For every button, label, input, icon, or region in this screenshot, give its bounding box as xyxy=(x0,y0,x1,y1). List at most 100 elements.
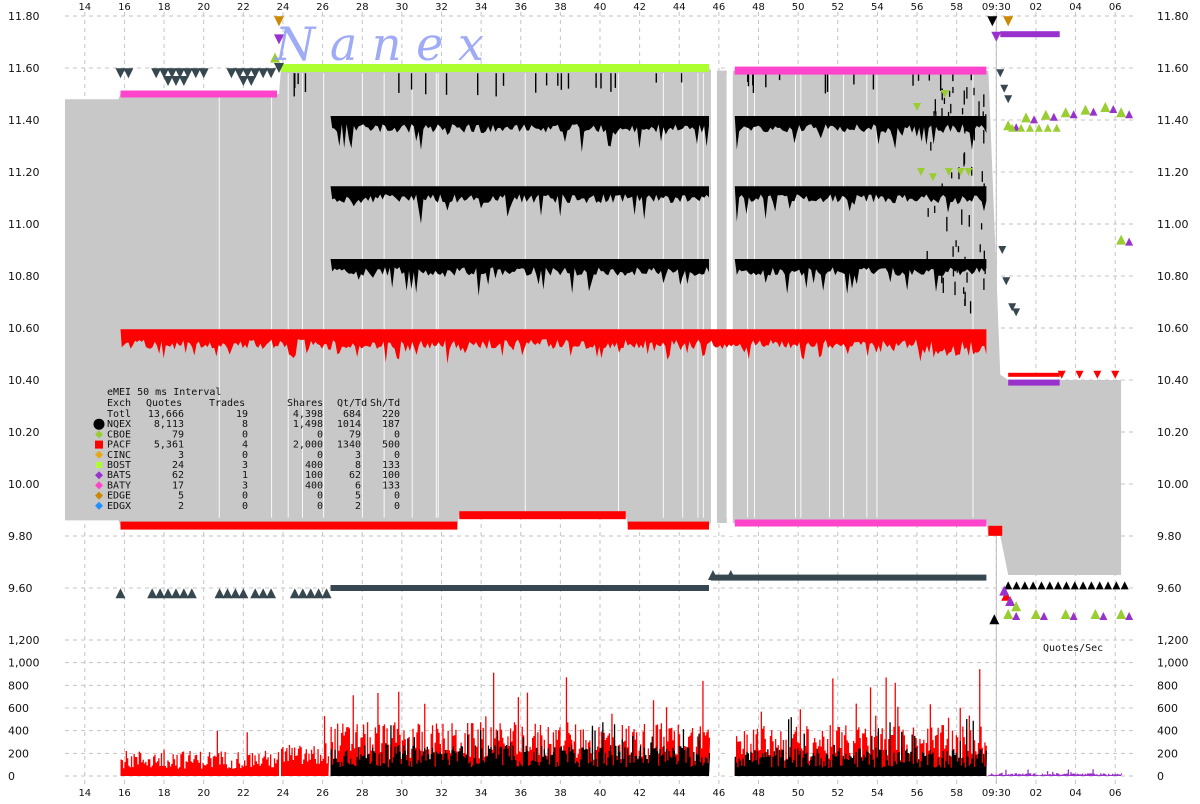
x-tick-label-top: 14 xyxy=(78,2,91,13)
x-tick-label-bottom: 44 xyxy=(673,788,686,799)
stats-table-header: Quotes xyxy=(146,398,182,409)
x-tick-label-top: 04 xyxy=(1069,2,1082,13)
y-tick-label-left: 10.80 xyxy=(8,270,40,283)
stats-table-cell: 1014 xyxy=(337,419,361,430)
qps-bars-pacf xyxy=(120,730,280,776)
bats-marker xyxy=(1125,110,1134,119)
cboe-marker xyxy=(1021,112,1032,123)
pacf-bid-low-run-mid xyxy=(459,511,626,520)
stats-table-header: Sh/Td xyxy=(370,398,400,409)
stats-table-header: Trades xyxy=(209,398,245,409)
x-tick-label-top: 56 xyxy=(911,2,924,13)
cboe-marker xyxy=(1060,609,1071,619)
cboe-marker xyxy=(1116,234,1127,245)
y-tick-label-left: 11.20 xyxy=(8,166,40,179)
qps-bars-bats xyxy=(988,769,1123,776)
stats-table-cell: 0 xyxy=(394,450,400,461)
nqex-marker xyxy=(1045,581,1054,590)
nqex-marker xyxy=(1020,581,1029,590)
nqex-ask-level xyxy=(330,259,709,296)
grey-ask-marker xyxy=(170,76,181,86)
x-tick-label-top: 48 xyxy=(752,2,765,13)
x-tick-label-bottom: 22 xyxy=(237,788,250,799)
stats-table-cell: 8 xyxy=(242,419,248,430)
grey-post-marker xyxy=(1012,308,1021,317)
qps-bars-nqex xyxy=(330,722,711,776)
legend-marker-edge xyxy=(95,491,103,500)
edge-marker xyxy=(274,16,284,27)
qps-gap xyxy=(710,746,717,776)
data-gap xyxy=(726,62,733,537)
y-tick-label-left: 11.80 xyxy=(8,10,40,23)
x-tick-label-top: 22 xyxy=(237,2,250,13)
pacf-bid-low-run xyxy=(120,521,458,530)
x-tick-label-bottom: 46 xyxy=(713,788,726,799)
qps-tick-label-right: 800 xyxy=(1157,679,1178,692)
nqex-marker xyxy=(1120,581,1129,590)
x-tick-label-bottom: 58 xyxy=(950,788,963,799)
y-tick-label-right: 11.20 xyxy=(1157,166,1189,179)
grey-ask-marker xyxy=(167,68,177,79)
nqex-ask-level xyxy=(330,186,709,224)
post-open-marker xyxy=(1005,596,1016,606)
stats-table-cell: 100 xyxy=(305,470,323,481)
x-tick-label-bottom: 38 xyxy=(554,788,567,799)
stats-table-cell: 19 xyxy=(236,409,248,420)
y-tick-label-right: 11.60 xyxy=(1157,62,1189,75)
grey-bid-marker xyxy=(707,570,718,580)
watermark-text: N a n e x xyxy=(274,17,484,71)
grey-bid-marker xyxy=(155,588,166,599)
cboe-marker xyxy=(1043,123,1052,132)
y-tick-label-left: 9.60 xyxy=(8,582,33,595)
grey-bid-marker xyxy=(266,588,277,599)
x-tick-label-bottom: 18 xyxy=(158,788,171,799)
stats-table-header: Qt/Td xyxy=(337,398,367,409)
qps-tick-label-right: 400 xyxy=(1157,725,1178,738)
cboe-marker xyxy=(1030,609,1041,619)
stats-table-cell: 0 xyxy=(317,501,323,512)
x-tick-label-top: 09:30 xyxy=(982,2,1011,13)
stats-table-cell: PACF xyxy=(107,440,131,451)
cboe-marker xyxy=(1100,102,1111,112)
stats-table-cell: 8,113 xyxy=(154,419,184,430)
qps-tick-label-right: 0 xyxy=(1157,770,1164,783)
baty-ask-run xyxy=(120,90,278,98)
stats-table-cell: 5,361 xyxy=(154,440,184,451)
stats-table-cell: EDGX xyxy=(107,501,131,512)
grey-bid-marker xyxy=(222,588,233,599)
qps-gap xyxy=(726,746,733,776)
grey-bid-marker xyxy=(258,588,269,599)
x-tick-label-bottom: 06 xyxy=(1109,788,1122,799)
grey-ask-marker xyxy=(151,68,162,79)
stats-table-cell: 100 xyxy=(382,470,400,481)
cboe-marker xyxy=(1060,107,1071,118)
cboe-marker xyxy=(956,168,965,176)
qps-tick-label-left: 1,000 xyxy=(8,657,40,670)
bost-ask-run xyxy=(280,64,709,72)
x-tick-label-bottom: 56 xyxy=(911,788,924,799)
x-tick-label-bottom: 48 xyxy=(752,788,765,799)
grey-bid-marker xyxy=(170,588,181,599)
x-tick-label-top: 40 xyxy=(594,2,607,13)
x-tick-label-top: 02 xyxy=(1030,2,1043,13)
x-tick-label-bottom: 50 xyxy=(792,788,805,799)
legend-marker-bost xyxy=(96,462,102,468)
nqex-marker xyxy=(1095,581,1104,590)
stats-table-cell: NQEX xyxy=(107,419,131,430)
stats-table-cell: EDGE xyxy=(107,491,131,502)
nqex-ask-level xyxy=(734,259,987,294)
stats-table-cell: 3 xyxy=(242,480,248,491)
nqex-marker xyxy=(1070,581,1079,590)
bats-marker xyxy=(274,34,284,45)
stats-table-header: Shares xyxy=(287,398,323,409)
post-open-marker xyxy=(1001,590,1012,601)
legend-marker-edgx xyxy=(95,501,103,510)
grey-ask-marker xyxy=(182,68,193,79)
x-tick-label-bottom: 04 xyxy=(1069,788,1082,799)
qps-tick-label-right: 600 xyxy=(1157,702,1178,715)
series-layer xyxy=(115,16,1134,625)
grey-bid-marker xyxy=(214,588,225,599)
y-tick-label-right: 11.40 xyxy=(1157,114,1189,127)
